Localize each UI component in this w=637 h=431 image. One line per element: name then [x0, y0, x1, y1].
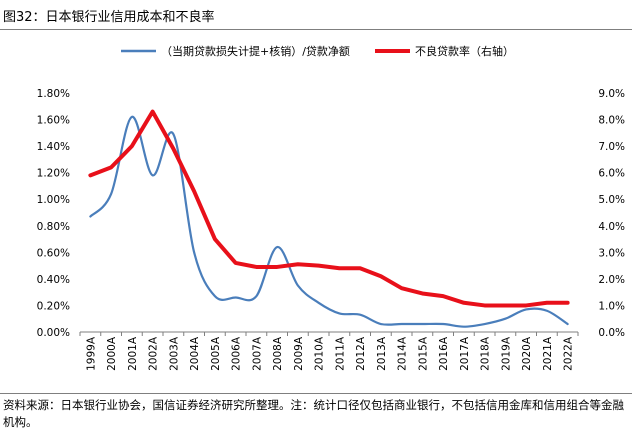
x-tick-label: 2016A — [438, 336, 450, 371]
x-tick-label: 2014A — [397, 336, 409, 371]
series-lines — [88, 109, 570, 328]
y-right-tick-label: 9.0% — [598, 88, 625, 100]
y-left-tick-label: 0.40% — [37, 274, 70, 286]
y-left-tick-label: 1.20% — [37, 168, 70, 180]
x-tick-label: 2019A — [500, 336, 512, 371]
legend-label-credit-cost: （当期贷款损失计提+核销）/贷款净额 — [161, 44, 350, 58]
credit-cost-npl-chart: （当期贷款损失计提+核销）/贷款净额 不良贷款率（右轴） 0.00%0.20%0… — [37, 44, 625, 371]
series-line-credit-cost — [89, 115, 569, 328]
x-tick-label: 2007A — [251, 336, 263, 371]
y-right-tick-label: 0.0% — [598, 327, 625, 339]
x-tick-label: 2001A — [127, 336, 139, 371]
x-tick-label: 2021A — [542, 336, 554, 371]
y-axis-left: 0.00% 0.20% 0.40% 0.60% 0.80% 1.00% 1.20% 1.40%… — [37, 88, 70, 339]
y-right-tick-label: 2.0% — [598, 274, 625, 286]
y-right-tick-label: 8.0% — [598, 115, 625, 127]
y-right-tick-label: 3.0% — [598, 247, 625, 259]
y-right-tick-label: 7.0% — [598, 141, 625, 153]
y-axis-right: 0.0% 1.0% 2.0% 3.0% 4.0% 5.0% 6.0% 7.0% 8.0% 9.0% — [598, 88, 625, 339]
y-left-tick-label: 0.00% — [37, 327, 70, 339]
title-divider — [0, 29, 632, 30]
series-line-npl-ratio — [88, 109, 570, 308]
x-tick-label: 2002A — [148, 336, 160, 371]
legend-label-npl-ratio: 不良贷款率（右轴） — [415, 44, 514, 58]
y-left-tick-label: 1.60% — [37, 115, 70, 127]
y-right-tick-label: 6.0% — [598, 168, 625, 180]
figure-title: 图32：日本银行业信用成本和不良率 — [3, 10, 215, 25]
source-divider — [0, 393, 632, 394]
y-right-tick-label: 4.0% — [598, 221, 625, 233]
x-tick-label: 2013A — [376, 336, 388, 371]
y-left-tick-label: 1.00% — [37, 194, 70, 206]
x-tick-label: 2011A — [334, 336, 346, 371]
x-tick-label: 2008A — [272, 336, 284, 371]
chart-legend: （当期贷款损失计提+核销）/贷款净额 不良贷款率（右轴） — [121, 44, 514, 58]
x-tick-label: 2018A — [480, 336, 492, 371]
y-left-tick-label: 1.40% — [37, 141, 70, 153]
x-tick-label: 2012A — [355, 336, 367, 371]
x-tick-label: 1999A — [85, 336, 97, 371]
x-tick-label: 2017A — [459, 336, 471, 371]
x-tick-label: 2005A — [210, 336, 222, 371]
y-left-tick-label: 0.60% — [37, 247, 70, 259]
x-axis-labels: 1999A 2000A 2001A 2002A 2003A 2004A 2005A 2006A… — [85, 336, 574, 371]
x-tick-label: 2015A — [417, 336, 429, 371]
y-right-tick-label: 1.0% — [598, 300, 625, 312]
y-right-tick-label: 5.0% — [598, 194, 625, 206]
source-note: 资料来源：日本银行业协会，国信证券经济研究所整理。注：统计口径仅包括商业银行，不… — [3, 398, 624, 429]
x-tick-label: 2009A — [293, 336, 305, 371]
x-tick-label: 2006A — [231, 336, 243, 371]
x-tick-label: 2020A — [521, 336, 533, 371]
y-left-tick-label: 0.80% — [37, 221, 70, 233]
x-tick-label: 2004A — [189, 336, 201, 371]
x-tick-label: 2003A — [168, 336, 180, 371]
y-left-tick-label: 0.20% — [37, 300, 70, 312]
x-tick-label: 2022A — [563, 336, 575, 371]
x-tick-label: 2010A — [314, 336, 326, 371]
x-axis-ticks — [79, 332, 579, 336]
x-tick-label: 2000A — [106, 336, 118, 371]
y-left-tick-label: 1.80% — [37, 88, 70, 100]
